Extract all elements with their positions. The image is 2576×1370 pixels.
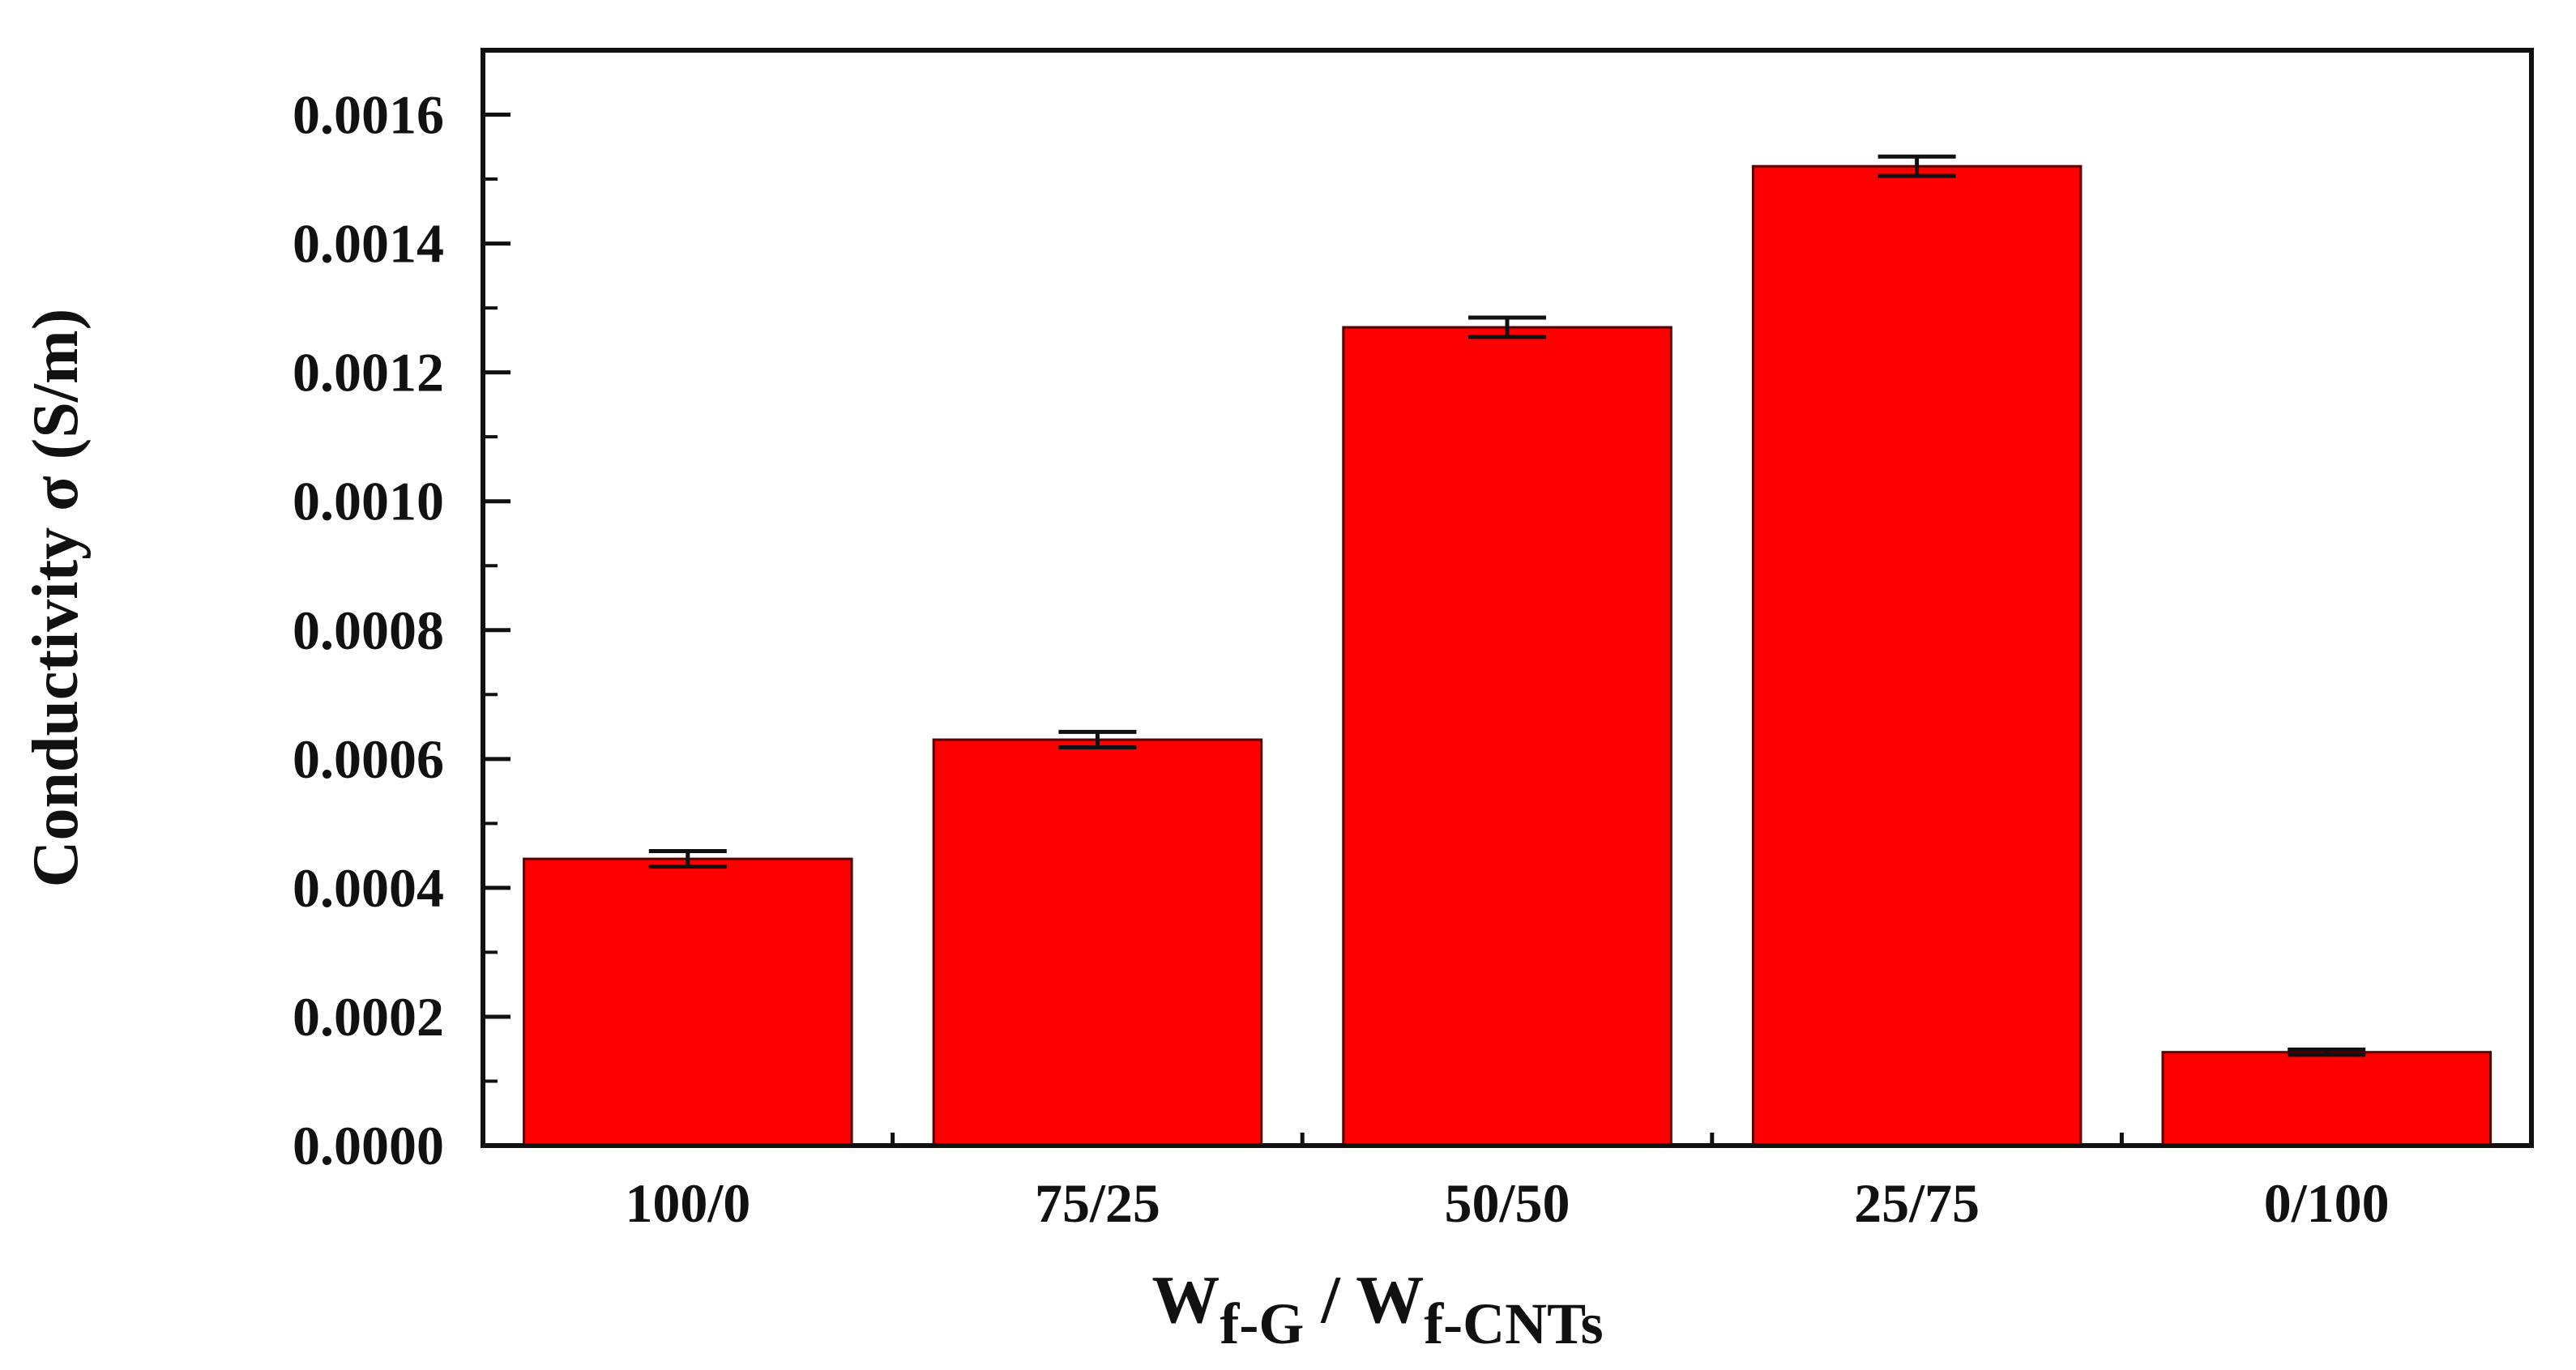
x-tick-label-0-100: 0/100	[2264, 1172, 2390, 1234]
y-tick-label-0.0002: 0.0002	[293, 986, 444, 1048]
y-tick-label-0.0000: 0.0000	[293, 1115, 444, 1176]
error-bars-layer	[648, 154, 2366, 1057]
y-tick-label-0.0010: 0.0010	[293, 471, 444, 532]
bar-50-50	[1342, 326, 1672, 1147]
y-tick-label-0.0006: 0.0006	[293, 728, 444, 790]
x-axis: 100/0 75/25 50/50 25/75 0/100	[625, 1133, 2390, 1234]
plot-frame	[481, 48, 2534, 1148]
x-axis-title-w1: W	[1151, 1262, 1220, 1338]
error-bar-25-75	[1878, 154, 1956, 178]
x-axis-title-sub1: f-G	[1220, 1291, 1304, 1356]
x-tick-label-75-25: 75/25	[1035, 1172, 1160, 1234]
bars-layer	[523, 164, 2492, 1147]
error-bar-0-100	[2288, 1048, 2366, 1057]
bar-100-0	[523, 857, 853, 1147]
y-tick-label-0.0004: 0.0004	[293, 857, 444, 919]
x-axis-title: Wf-G / Wf-CNTs	[1151, 1262, 1603, 1356]
x-axis-title-w2: W	[1356, 1262, 1424, 1338]
bar-0-100	[2161, 1051, 2492, 1147]
error-bar-50-50	[1468, 315, 1546, 339]
x-tick-label-25-75: 25/75	[1854, 1172, 1980, 1234]
error-bar-75-25	[1058, 729, 1137, 750]
x-tick-label-50-50: 50/50	[1445, 1172, 1570, 1234]
x-axis-title-separator: /	[1304, 1262, 1356, 1338]
y-tick-label-0.0016: 0.0016	[293, 84, 444, 146]
bar-25-75	[1751, 164, 2083, 1147]
y-tick-label-0.0008: 0.0008	[293, 600, 444, 661]
y-tick-label-0.0014: 0.0014	[293, 213, 444, 275]
error-bar-100-0	[648, 849, 727, 869]
x-axis-title-sub2: f-CNTs	[1424, 1291, 1603, 1356]
y-axis-title: Conductivity σ (S/m)	[20, 309, 92, 888]
bar-75-25	[932, 738, 1263, 1147]
x-tick-label-100-0: 100/0	[625, 1172, 750, 1234]
y-tick-label-0.0012: 0.0012	[293, 342, 444, 403]
y-axis: 0.0000 0.0002 0.0004 0.0006 0.0008 0.0010 0.00…	[293, 84, 511, 1176]
